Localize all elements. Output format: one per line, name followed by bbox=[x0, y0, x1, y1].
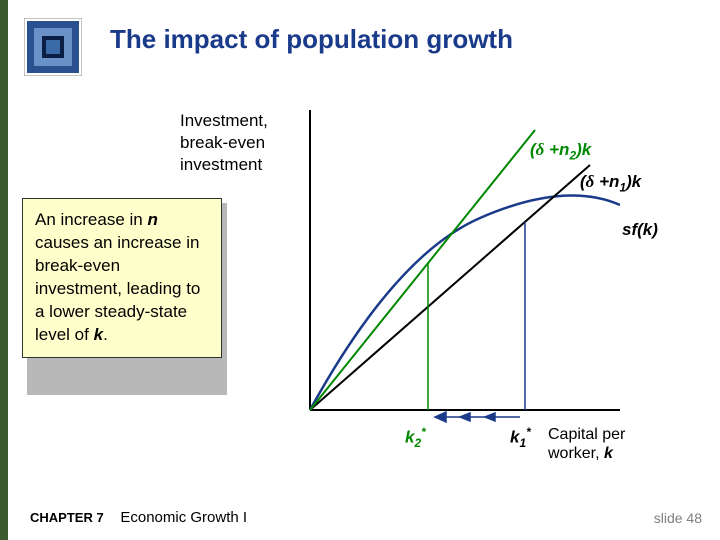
footer-left: CHAPTER 7 Economic Growth I bbox=[30, 509, 247, 526]
footer-title: Economic Growth I bbox=[120, 509, 247, 526]
left-accent-bar bbox=[0, 0, 8, 540]
slide-title: The impact of population growth bbox=[110, 24, 513, 55]
label-k1-star: k1* bbox=[510, 425, 531, 450]
y-axis-label-l1: Investment, bbox=[180, 111, 268, 130]
footer-chapter: CHAPTER 7 bbox=[30, 510, 104, 525]
label-delta-n1-k: (δ +n1)k bbox=[580, 172, 641, 194]
label-delta-n2-k: (δ +n2)k bbox=[530, 140, 591, 162]
callout-text-1: An increase in bbox=[35, 210, 147, 229]
shift-arrow bbox=[435, 412, 520, 422]
callout-text-3: . bbox=[103, 325, 108, 344]
label-sf-k: sf(k) bbox=[622, 220, 658, 240]
x-axis-label-k: k bbox=[604, 445, 613, 462]
callout-var-k: k bbox=[94, 325, 103, 344]
line-n1 bbox=[310, 165, 590, 410]
x-axis-label-l1: Capital per bbox=[548, 426, 625, 443]
x-axis-label-l2a: worker, bbox=[548, 445, 604, 462]
callout-text-2: causes an increase in break-even investm… bbox=[35, 233, 200, 344]
explanation-callout: An increase in n causes an increase in b… bbox=[22, 198, 222, 358]
footer-slide-number: slide 48 bbox=[654, 510, 702, 526]
slide-logo bbox=[24, 18, 82, 76]
sf-curve bbox=[310, 196, 620, 410]
x-axis-label: Capital per worker, k bbox=[548, 425, 625, 463]
y-axis-label: Investment, break-even investment bbox=[180, 110, 268, 176]
callout-var-n: n bbox=[147, 210, 157, 229]
label-k2-star: k2* bbox=[405, 425, 426, 450]
line-n2 bbox=[310, 130, 535, 410]
y-axis-label-l3: investment bbox=[180, 155, 262, 174]
y-axis-label-l2: break-even bbox=[180, 133, 265, 152]
